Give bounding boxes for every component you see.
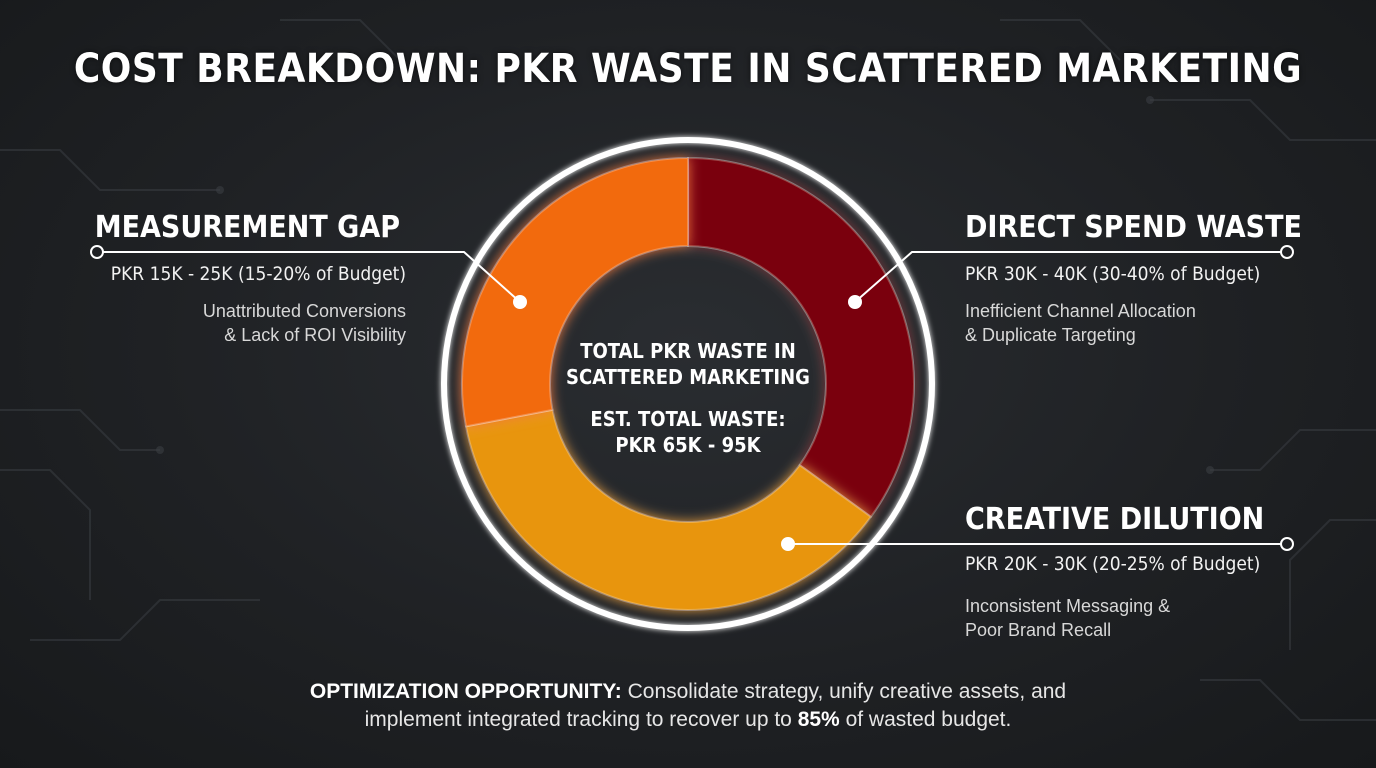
creative-dilution-desc-2: Poor Brand Recall [965,620,1112,640]
footer-text-3: of wasted budget. [839,708,1012,731]
footer-text-2: implement integrated tracking to recover… [364,708,798,731]
measurement-gap-range: PKR 15K - 25K (15-20% of Budget) [110,263,406,285]
measurement-gap-slice-dot [513,295,527,309]
center-label: TOTAL PKR WASTE IN SCATTERED MARKETING [548,338,828,390]
direct-spend-endpoint-dot [1280,245,1294,259]
center-total: EST. TOTAL WASTE: PKR 65K - 95K [548,406,828,458]
measurement-gap-desc-1: Unattributed Conversions [202,301,406,321]
measurement-gap-slice [461,156,689,428]
direct-spend-slice [687,156,915,519]
direct-spend-desc-1: Inefficient Channel Allocation [965,301,1196,321]
page-title: COST BREAKDOWN: PKR WASTE IN SCATTERED M… [73,46,1303,92]
optimization-footer: OPTIMIZATION OPPORTUNITY: Consolidate st… [0,678,1376,734]
measurement-gap-title: MEASUREMENT GAP [94,210,400,245]
footer-pct: 85% [797,708,840,731]
direct-spend-title: DIRECT SPEND WASTE [965,210,1302,245]
center-line-2: SCATTERED MARKETING [566,365,810,389]
creative-dilution-range: PKR 20K - 30K (20-25% of Budget) [965,553,1261,575]
direct-spend-slice-dot [848,295,862,309]
outer-ring [441,137,935,631]
footer-lead: OPTIMIZATION OPPORTUNITY: [309,680,622,703]
center-line-1: TOTAL PKR WASTE IN [580,339,796,363]
creative-dilution-slice [464,408,873,611]
measurement-gap-leader [97,251,521,303]
direct-spend-desc-2: & Duplicate Targeting [965,325,1136,345]
center-line-4: PKR 65K - 95K [615,433,761,457]
creative-dilution-slice-dot [781,537,795,551]
creative-dilution-title: CREATIVE DILUTION [965,502,1265,537]
measurement-gap-endpoint-dot [90,245,104,259]
creative-dilution-desc-1: Inconsistent Messaging & [965,596,1171,616]
center-line-3: EST. TOTAL WASTE: [590,407,786,431]
direct-spend-range: PKR 30K - 40K (30-40% of Budget) [965,263,1261,285]
direct-spend-leader [854,251,1287,303]
creative-dilution-endpoint-dot [1280,537,1294,551]
measurement-gap-desc-2: & Lack of ROI Visibility [224,325,406,345]
footer-text-1: Consolidate strategy, unify creative ass… [621,680,1067,703]
